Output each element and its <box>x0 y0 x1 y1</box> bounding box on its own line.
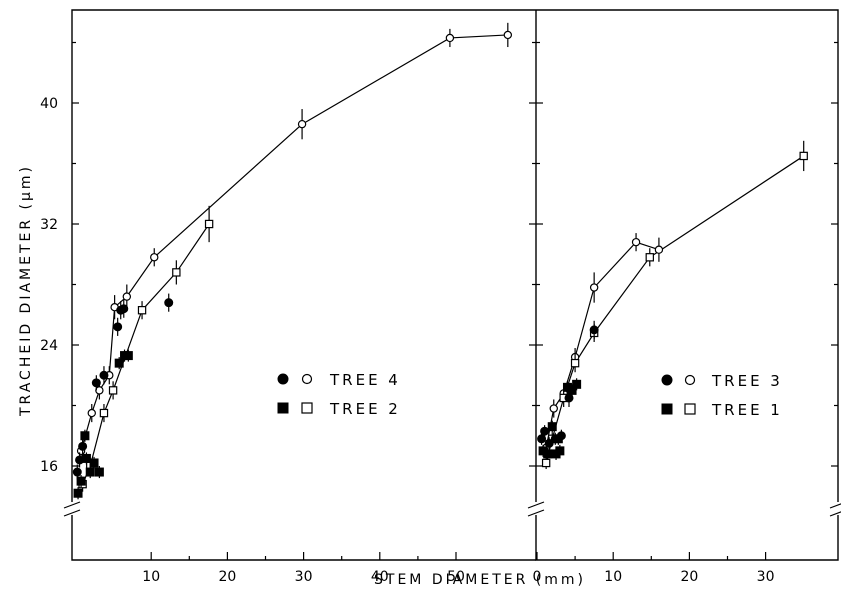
legend-filled-circle-tree-4 <box>277 373 289 385</box>
left-panel: 10 20 30 40 50 16 24 32 40 TREE 4 TREE 2 <box>40 9 536 585</box>
data-point-filled-square <box>85 467 95 477</box>
x-tick-label: 10 <box>142 569 160 585</box>
legend-open-square-tree-2 <box>301 402 313 414</box>
data-point-filled-square <box>73 488 83 498</box>
data-point-open-square <box>541 458 551 468</box>
right-panel-frame <box>536 9 839 502</box>
y-axis-label: TRACHEID DIAMETER (µm) <box>18 164 34 417</box>
y-tick-label: 40 <box>40 96 58 112</box>
data-point-filled-square <box>94 467 104 477</box>
data-point-open-circle <box>631 237 641 247</box>
data-point-open-square <box>204 219 214 229</box>
middle-axis-break <box>527 501 545 517</box>
x-tick-label: 0 <box>533 569 542 585</box>
data-point-open-square <box>570 358 580 368</box>
legend-filled-circle-tree-3 <box>661 374 673 386</box>
x-tick-label: 20 <box>218 569 236 585</box>
x-tick-label: 40 <box>371 569 389 585</box>
data-point-open-square <box>137 306 147 315</box>
y-tick-label: 32 <box>40 217 58 233</box>
right-legend: TREE 3 TREE 1 <box>661 372 783 419</box>
data-point-filled-square <box>123 351 133 361</box>
left-legend: TREE 4 TREE 2 <box>277 371 401 418</box>
x-tick-label: 50 <box>447 569 465 585</box>
right-data-points <box>537 140 808 470</box>
data-point-filled-circle <box>113 322 123 332</box>
x-axis-label: STEM DIAMETER (mm) <box>374 572 586 588</box>
legend-open-square-tree-1 <box>684 403 696 415</box>
data-point-filled-circle <box>91 378 101 388</box>
left-axis-ticks: 10 20 30 40 50 16 24 32 40 <box>40 41 536 585</box>
left-panel-frame-lower <box>71 515 536 561</box>
left-data-points <box>72 22 513 500</box>
left-panel-frame <box>71 9 536 502</box>
data-point-open-square <box>99 408 109 418</box>
y-tick-label: 24 <box>40 338 58 354</box>
legend-open-circle-tree-3 <box>684 374 696 386</box>
legend-label-tree-3: TREE 3 <box>711 372 783 390</box>
x-tick-label: 20 <box>680 569 698 585</box>
legend-label-tree-2: TREE 2 <box>329 400 401 418</box>
left-series-lines <box>80 34 508 485</box>
legend-filled-square-tree-2 <box>277 402 289 414</box>
data-point-open-circle <box>297 119 307 129</box>
data-point-filled-circle <box>544 438 554 448</box>
data-point-open-circle <box>122 292 132 301</box>
x-tick-label: 10 <box>604 569 622 585</box>
right-axis-break <box>829 503 841 517</box>
data-point-filled-circle <box>99 370 109 380</box>
data-point-filled-square <box>76 476 86 486</box>
series-line-tree-3-open-circle <box>545 241 660 448</box>
data-point-filled-circle <box>119 304 129 314</box>
series-line-tree-2-open-square <box>82 223 210 485</box>
data-point-open-circle <box>445 33 455 43</box>
data-point-open-circle <box>503 30 513 40</box>
data-point-open-circle <box>654 245 664 254</box>
y-tick-label: 16 <box>40 459 58 475</box>
legend-label-tree-1: TREE 1 <box>711 401 783 419</box>
data-point-open-square <box>172 268 181 277</box>
data-point-open-circle <box>549 404 558 413</box>
data-point-filled-circle <box>540 426 550 436</box>
data-point-filled-square <box>547 422 557 432</box>
data-point-filled-circle <box>589 325 599 335</box>
data-point-filled-square <box>555 446 565 456</box>
left-axis-break <box>63 501 81 517</box>
data-point-filled-square <box>89 458 99 468</box>
x-tick-label: 30 <box>295 569 313 585</box>
data-point-open-square <box>108 386 118 395</box>
data-point-filled-square <box>114 358 124 368</box>
data-point-filled-square <box>81 453 91 463</box>
x-tick-label: 30 <box>757 569 775 585</box>
data-point-filled-circle <box>537 434 547 444</box>
data-point-filled-circle <box>78 441 88 451</box>
data-point-open-circle <box>589 283 599 292</box>
data-point-filled-circle <box>164 298 174 308</box>
right-panel-frame-lower <box>535 515 839 561</box>
axis-break-marks <box>63 501 841 517</box>
data-point-filled-square <box>572 379 582 389</box>
series-line-tree-4-open-circle <box>80 34 508 452</box>
data-point-open-square <box>799 151 808 161</box>
right-axis-ticks: 0 10 20 30 <box>533 41 838 585</box>
legend-open-circle-tree-4 <box>301 373 313 385</box>
data-point-open-circle <box>150 253 159 262</box>
legend-filled-square-tree-1 <box>661 403 673 415</box>
data-point-open-square <box>645 253 654 262</box>
legend-label-tree-4: TREE 4 <box>329 371 401 389</box>
right-panel: 0 10 20 30 TREE 3 TREE 1 <box>533 9 839 585</box>
data-point-filled-square <box>543 449 553 459</box>
data-point-filled-square <box>80 431 90 441</box>
data-point-filled-square <box>553 434 563 444</box>
data-point-filled-circle <box>72 467 82 477</box>
data-point-open-circle <box>87 408 96 418</box>
